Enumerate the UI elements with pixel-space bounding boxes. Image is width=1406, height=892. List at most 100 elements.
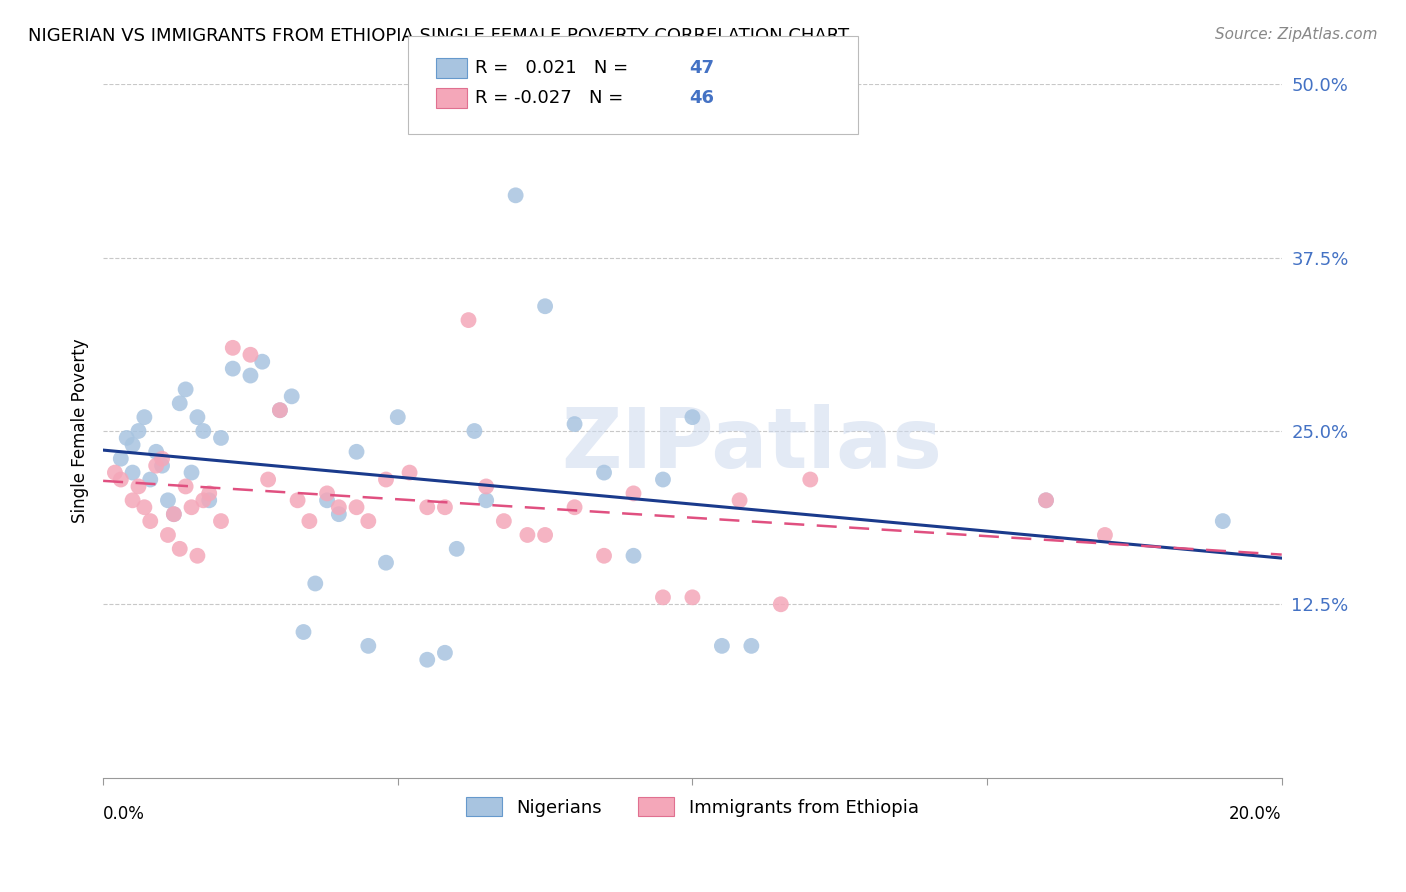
Point xyxy=(222,361,245,376)
Point xyxy=(269,403,291,417)
Point xyxy=(121,438,143,452)
Point xyxy=(209,431,232,445)
Point xyxy=(198,493,221,508)
Point xyxy=(287,493,309,508)
Point xyxy=(186,549,208,563)
Point xyxy=(115,431,138,445)
Point xyxy=(681,410,703,425)
Point xyxy=(593,466,616,480)
Point xyxy=(446,541,468,556)
Point xyxy=(239,348,262,362)
Point xyxy=(174,479,197,493)
Point xyxy=(1212,514,1234,528)
Point xyxy=(186,410,208,425)
Text: 46: 46 xyxy=(689,89,714,107)
Point xyxy=(593,549,616,563)
Point xyxy=(110,473,132,487)
Point xyxy=(357,514,380,528)
Point xyxy=(710,639,733,653)
Point xyxy=(357,639,380,653)
Point xyxy=(304,576,326,591)
Point xyxy=(623,549,645,563)
Point xyxy=(681,591,703,605)
Point xyxy=(346,444,368,458)
Point xyxy=(346,500,368,515)
Point xyxy=(252,354,274,368)
Point xyxy=(121,493,143,508)
Point xyxy=(416,653,439,667)
Point xyxy=(328,500,350,515)
Point xyxy=(375,473,398,487)
Point xyxy=(156,493,179,508)
Point xyxy=(475,479,498,493)
Point xyxy=(328,507,350,521)
Point xyxy=(257,473,280,487)
Point xyxy=(139,473,162,487)
Point xyxy=(740,639,762,653)
Point xyxy=(398,466,420,480)
Legend: Nigerians, Immigrants from Ethiopia: Nigerians, Immigrants from Ethiopia xyxy=(458,790,927,824)
Point xyxy=(280,389,302,403)
Point xyxy=(169,396,191,410)
Point xyxy=(239,368,262,383)
Point xyxy=(316,486,339,500)
Point xyxy=(269,403,291,417)
Point xyxy=(1094,528,1116,542)
Point xyxy=(375,556,398,570)
Point xyxy=(492,514,515,528)
Text: R =   0.021   N =: R = 0.021 N = xyxy=(475,59,634,77)
Point xyxy=(193,493,215,508)
Point xyxy=(1035,493,1057,508)
Point xyxy=(180,466,202,480)
Point xyxy=(104,466,127,480)
Point xyxy=(169,541,191,556)
Point xyxy=(463,424,485,438)
Point xyxy=(799,473,821,487)
Point xyxy=(209,514,232,528)
Point xyxy=(534,299,557,313)
Point xyxy=(387,410,409,425)
Point xyxy=(163,507,186,521)
Point xyxy=(534,528,557,542)
Point xyxy=(193,424,215,438)
Point xyxy=(475,493,498,508)
Point xyxy=(292,625,315,640)
Point xyxy=(769,597,792,611)
Point xyxy=(134,410,156,425)
Point xyxy=(156,528,179,542)
Point xyxy=(298,514,321,528)
Point xyxy=(121,466,143,480)
Point xyxy=(457,313,479,327)
Point xyxy=(150,451,173,466)
Point xyxy=(127,424,149,438)
Point xyxy=(180,500,202,515)
Point xyxy=(623,486,645,500)
Point xyxy=(564,500,586,515)
Point xyxy=(516,528,538,542)
Point xyxy=(163,507,186,521)
Point xyxy=(564,417,586,431)
Point xyxy=(127,479,149,493)
Point xyxy=(505,188,527,202)
Point xyxy=(145,444,167,458)
Text: 20.0%: 20.0% xyxy=(1229,805,1282,823)
Point xyxy=(145,458,167,473)
Point xyxy=(174,383,197,397)
Point xyxy=(110,451,132,466)
Text: 47: 47 xyxy=(689,59,714,77)
Text: ZIPatlas: ZIPatlas xyxy=(561,404,942,485)
Point xyxy=(222,341,245,355)
Text: 0.0%: 0.0% xyxy=(103,805,145,823)
Point xyxy=(198,486,221,500)
Point xyxy=(652,473,675,487)
Point xyxy=(416,500,439,515)
Point xyxy=(150,458,173,473)
Point xyxy=(134,500,156,515)
Point xyxy=(728,493,751,508)
Text: Source: ZipAtlas.com: Source: ZipAtlas.com xyxy=(1215,27,1378,42)
Point xyxy=(316,493,339,508)
Point xyxy=(139,514,162,528)
Y-axis label: Single Female Poverty: Single Female Poverty xyxy=(72,339,89,524)
Point xyxy=(433,500,456,515)
Text: NIGERIAN VS IMMIGRANTS FROM ETHIOPIA SINGLE FEMALE POVERTY CORRELATION CHART: NIGERIAN VS IMMIGRANTS FROM ETHIOPIA SIN… xyxy=(28,27,849,45)
